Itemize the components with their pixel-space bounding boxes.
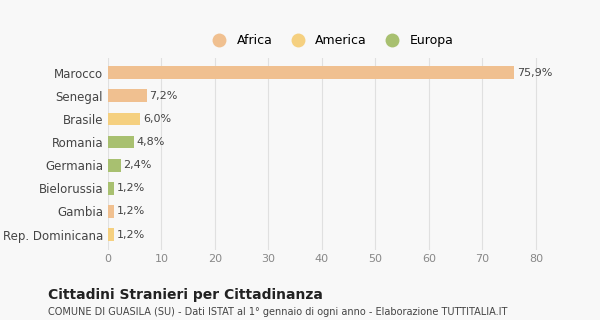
Bar <box>108 90 146 102</box>
Text: Cittadini Stranieri per Cittadinanza: Cittadini Stranieri per Cittadinanza <box>48 288 323 302</box>
Legend: Africa, America, Europa: Africa, America, Europa <box>202 29 458 52</box>
Bar <box>108 228 115 241</box>
Text: 1,2%: 1,2% <box>117 206 145 216</box>
Bar <box>108 113 140 125</box>
Bar <box>108 66 514 79</box>
Bar <box>108 182 115 195</box>
Text: 7,2%: 7,2% <box>149 91 178 101</box>
Text: 4,8%: 4,8% <box>136 137 165 147</box>
Text: 2,4%: 2,4% <box>124 160 152 170</box>
Text: 1,2%: 1,2% <box>117 183 145 193</box>
Text: 75,9%: 75,9% <box>517 68 552 78</box>
Bar <box>108 136 134 148</box>
Text: 1,2%: 1,2% <box>117 229 145 239</box>
Text: COMUNE DI GUASILA (SU) - Dati ISTAT al 1° gennaio di ogni anno - Elaborazione TU: COMUNE DI GUASILA (SU) - Dati ISTAT al 1… <box>48 307 508 317</box>
Text: 6,0%: 6,0% <box>143 114 171 124</box>
Bar <box>108 205 115 218</box>
Bar <box>108 159 121 172</box>
